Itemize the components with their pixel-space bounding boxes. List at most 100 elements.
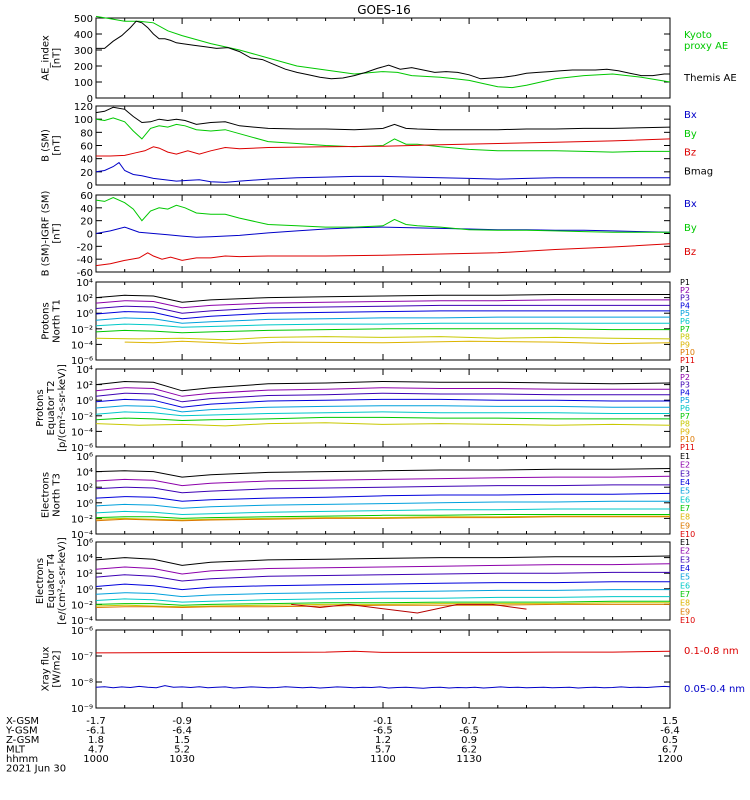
- legend-entry: E3: [680, 469, 690, 478]
- series-e3: [95, 571, 670, 582]
- footer-row-value: -1.7: [86, 716, 106, 727]
- y-tick-label: 10⁴: [76, 278, 93, 289]
- footer-row-value: 0.9: [461, 735, 477, 746]
- footer-row-label: Z-GSM: [6, 735, 39, 746]
- y-tick-label: 10²: [76, 483, 93, 494]
- legend-entry: P2: [680, 286, 690, 295]
- y-tick-label: 10⁻²: [71, 412, 93, 423]
- y-tick-label: 10⁻⁶: [71, 443, 93, 454]
- series-bz: [96, 138, 671, 157]
- y-tick-label: 60: [80, 191, 93, 202]
- series-e9: [95, 603, 670, 609]
- legend-entry: E1: [680, 538, 690, 547]
- y-axis-label: [p/(cm²-s-sr-keV)]: [57, 364, 68, 452]
- y-axis-label: Equator T2: [46, 381, 57, 436]
- footer-row-value: 1130: [456, 754, 481, 765]
- series-p8: [95, 422, 671, 427]
- panel-frame: [95, 17, 671, 99]
- y-tick-label: 10⁰: [76, 499, 93, 510]
- series-e8: [95, 515, 670, 521]
- footer-row-label: Y-GSM: [5, 726, 38, 737]
- y-tick-label: 60: [80, 142, 93, 153]
- legend-entry: E10: [680, 530, 695, 539]
- y-axis-label: B (SM)-IGRF (SM): [41, 191, 52, 277]
- series-themis-ae: [96, 20, 670, 80]
- y-tick-label: 0: [87, 230, 93, 241]
- footer-row-value: 6.2: [461, 745, 477, 756]
- y-tick-label: 10⁻⁴: [71, 616, 93, 627]
- y-tick-label: 10²: [76, 381, 93, 392]
- y-tick-label: 10²: [76, 294, 93, 305]
- legend-entry: P5: [680, 309, 690, 318]
- panel-frame: [95, 455, 671, 535]
- legend-entry: P6: [680, 404, 690, 413]
- series-p1: [95, 294, 670, 303]
- legend-entry: E8: [680, 513, 690, 522]
- y-axis-label: Protons: [35, 389, 46, 426]
- y-axis-label: [e/(cm²-s-sr-keV)]: [57, 537, 68, 625]
- y-tick-label: 10⁻²: [71, 514, 93, 525]
- series-e3: [95, 484, 670, 494]
- panel-8: 10⁻⁹ 10⁻⁸ 10⁻⁷ 10⁻⁶ Xray flux [W/m2] 0.1-0.8 n…: [41, 626, 746, 715]
- series-e9: [95, 516, 670, 522]
- series-p2: [95, 299, 670, 309]
- series-bz: [95, 243, 671, 267]
- series-bx: [95, 161, 670, 183]
- y-tick-label: -60: [77, 268, 93, 279]
- legend-entry: P9: [680, 427, 690, 436]
- legend-entry: E3: [680, 555, 690, 564]
- footer-row-value: -6.1: [86, 726, 106, 737]
- y-tick-label: 100: [74, 78, 93, 89]
- legend-entry: 0.1-0.8 nm: [684, 646, 739, 657]
- series-e10: [291, 603, 527, 614]
- y-tick-label: -20: [77, 242, 93, 253]
- y-axis-label: Electrons: [35, 558, 46, 604]
- series-p2: [95, 387, 670, 397]
- series-kyoto-proxy-ae: [95, 15, 671, 89]
- y-tick-label: 10⁻⁴: [71, 530, 93, 541]
- legend-entry: P4: [680, 301, 690, 310]
- panel-frame: [95, 629, 671, 709]
- legend-entry: E5: [680, 573, 690, 582]
- y-tick-label: 10⁴: [76, 365, 93, 376]
- footer-row-value: 1.8: [88, 735, 104, 746]
- legend-entry: Bz: [684, 247, 696, 258]
- series-e1: [95, 555, 671, 566]
- y-tick-label: 80: [80, 128, 93, 139]
- legend-entry: E9: [680, 607, 690, 616]
- series-e1: [95, 468, 671, 478]
- y-axis-label: [nT]: [52, 48, 63, 68]
- legend-entry: Bx: [684, 110, 697, 121]
- legend-entry: P1: [680, 278, 690, 287]
- legend-entry: P6: [680, 317, 690, 326]
- footer-row-label: MLT: [6, 745, 26, 756]
- series-bmag: [95, 106, 671, 131]
- y-tick-label: 10⁻²: [71, 600, 93, 611]
- y-axis-label: Xray flux: [41, 647, 52, 692]
- legend-entry: E5: [680, 487, 690, 496]
- panel-3: -60 -40 -200 20 40 60 B (SM)-IGRF (SM) [nT] Bx By…: [41, 191, 697, 279]
- series-p3: [95, 304, 670, 314]
- legend-entry: P7: [680, 412, 690, 421]
- footer-row-label: hhmm: [6, 754, 38, 765]
- series-e2: [95, 563, 671, 575]
- series-p3: [95, 392, 670, 403]
- legend-entry: E2: [680, 547, 690, 556]
- y-tick-label: 200: [74, 62, 93, 73]
- y-tick-label: 10⁻⁶: [71, 356, 93, 367]
- series-p6: [95, 322, 670, 328]
- series-e7: [95, 600, 670, 606]
- y-tick-label: 10⁻²: [71, 325, 93, 336]
- footer-row-value: -0.1: [373, 716, 393, 727]
- series-e8: [95, 602, 670, 608]
- y-tick-label: 0: [87, 181, 93, 192]
- y-axis-label: North T3: [52, 473, 63, 517]
- footer-row-value: 5.7: [375, 745, 391, 756]
- legend-entry: Bx: [684, 199, 697, 210]
- y-tick-label: 10⁻⁴: [71, 427, 93, 438]
- footer-row-value: 5.2: [174, 745, 190, 756]
- legend-entry: P9: [680, 340, 690, 349]
- series-p7: [95, 328, 670, 334]
